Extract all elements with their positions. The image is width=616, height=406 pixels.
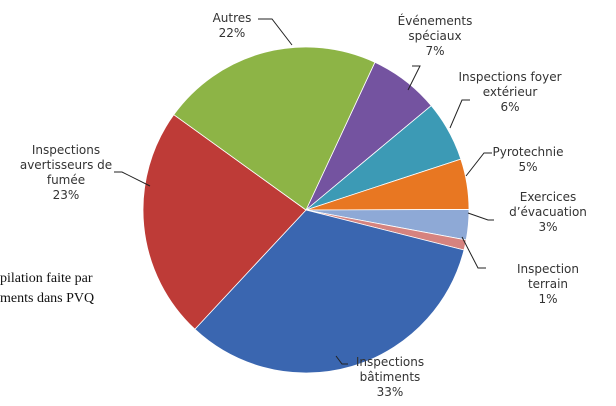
leader-line [461,236,486,269]
pie-slice [142,114,307,330]
category-label: Inspections foyer extérieur [458,70,562,99]
category-label: Pyrotechnie [492,145,564,159]
value-label: 5% [518,160,538,174]
slice-label: Exercices d’évacuation 3% [509,190,587,235]
value-label: 7% [425,44,445,58]
pie-slice [194,209,465,374]
slice-label: Autres 22% [213,11,252,41]
slice-label: Inspections bâtiments 33% [356,355,424,400]
leader-line [335,355,348,365]
value-label: 6% [500,100,520,114]
category-label: Inspections bâtiments [355,355,425,384]
value-label: 3% [538,220,558,234]
category-label: Autres [212,11,252,25]
category-label: Inspection terrain [517,262,579,291]
slice-label: Inspections foyer extérieur 6% [458,70,561,115]
pie-slice [173,46,376,211]
leader-line [465,152,492,177]
slice-label: Événements spéciaux 7% [398,14,473,59]
category-label: Exercices d’évacuation [509,190,587,219]
value-label: 1% [538,292,558,306]
slice-label: Inspections avertisseurs de fumée 23% [20,143,112,203]
leader-line [114,171,151,187]
leader-line [449,99,470,129]
category-label: Inspections avertisseurs de fumée [19,143,113,187]
leader-line [467,212,494,221]
value-label: 23% [52,188,80,202]
value-label: 22% [218,26,246,40]
slice-label: Pyrotechnie 5% [493,145,564,175]
leader-line [258,18,293,46]
background-text: pilation faite par [0,271,93,286]
category-label: Événements spéciaux [397,14,473,43]
value-label: 33% [376,385,404,399]
slice-label: Inspection terrain 1% [514,262,582,307]
leader-line [407,65,421,91]
background-text: ments dans PVQ [0,291,94,306]
